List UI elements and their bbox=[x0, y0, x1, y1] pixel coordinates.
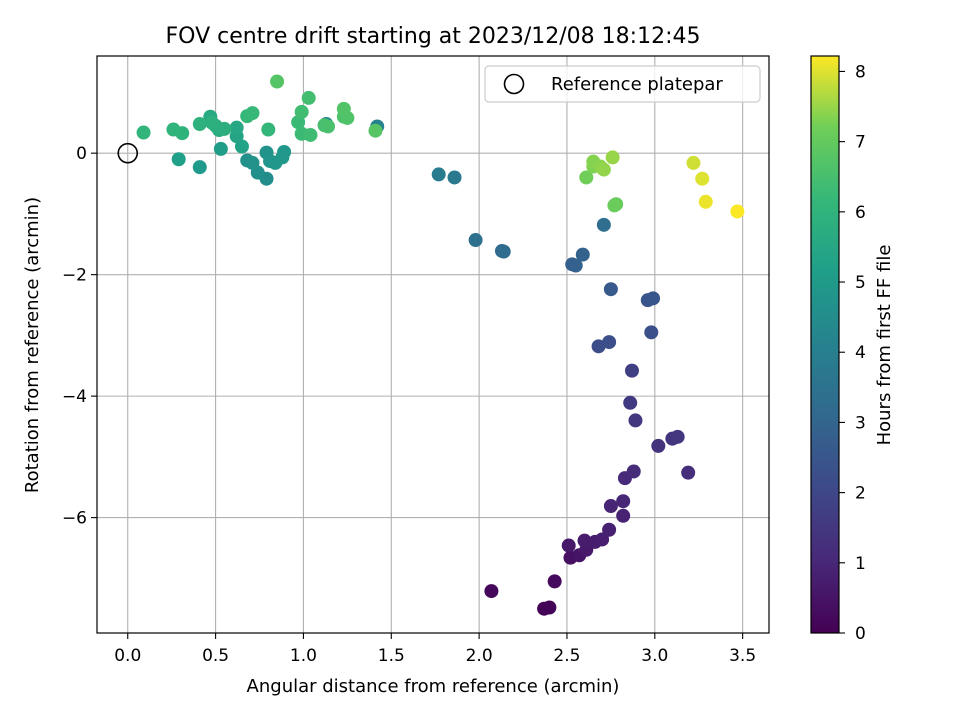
data-point bbox=[605, 150, 620, 165]
data-point bbox=[166, 122, 181, 137]
data-point bbox=[670, 429, 685, 444]
x-tick-label: 0.5 bbox=[202, 646, 229, 666]
colorbar-tick-label: 4 bbox=[855, 343, 866, 363]
legend: Reference platepar bbox=[484, 65, 761, 103]
x-tick-label: 1.5 bbox=[378, 646, 405, 666]
colorbar-tick-label: 0 bbox=[855, 624, 866, 644]
data-point bbox=[624, 363, 639, 378]
data-point bbox=[245, 155, 260, 170]
data-point bbox=[596, 162, 611, 177]
data-point bbox=[192, 117, 207, 132]
data-point bbox=[294, 104, 309, 119]
colorbar-tick-label: 2 bbox=[855, 484, 866, 504]
data-point bbox=[336, 101, 351, 116]
data-point bbox=[698, 194, 713, 209]
reference-marker bbox=[117, 142, 139, 164]
x-axis-label: Angular distance from reference (arcmin) bbox=[247, 676, 620, 697]
data-point bbox=[616, 508, 631, 523]
data-point bbox=[229, 120, 244, 135]
data-point bbox=[171, 152, 186, 167]
data-point bbox=[192, 160, 207, 175]
colorbar-ticks: 0 1 2 3 4 5 6 7 8 bbox=[839, 62, 866, 644]
x-axis-ticks: 0.0 0.5 1.0 1.5 2.0 2.5 3.0 3.5 bbox=[114, 633, 756, 666]
data-point bbox=[496, 244, 511, 259]
data-point bbox=[646, 291, 661, 306]
data-point bbox=[730, 204, 745, 219]
data-point bbox=[591, 339, 606, 354]
data-point bbox=[245, 106, 260, 121]
data-point bbox=[686, 155, 701, 170]
data-point bbox=[234, 139, 249, 154]
data-point bbox=[136, 125, 151, 140]
colorbar-tick-label: 1 bbox=[855, 554, 866, 574]
data-point bbox=[568, 258, 583, 273]
data-point bbox=[602, 335, 617, 350]
data-point bbox=[595, 532, 610, 547]
data-point bbox=[577, 533, 592, 548]
x-tick-label: 3.0 bbox=[641, 646, 668, 666]
colorbar-gradient bbox=[810, 55, 840, 634]
data-point bbox=[607, 198, 622, 213]
data-point bbox=[602, 522, 617, 537]
y-tick-label: −4 bbox=[62, 387, 87, 407]
data-point bbox=[616, 494, 631, 509]
data-point bbox=[213, 141, 228, 156]
data-point bbox=[695, 171, 710, 186]
data-point bbox=[205, 115, 220, 130]
data-point bbox=[484, 584, 499, 599]
data-points bbox=[136, 74, 745, 616]
data-point bbox=[261, 122, 276, 137]
data-point bbox=[217, 121, 232, 136]
data-point bbox=[270, 74, 285, 89]
data-point bbox=[644, 325, 659, 340]
data-point bbox=[447, 170, 462, 185]
colorbar-tick-label: 6 bbox=[855, 203, 866, 223]
legend-entry-reference: Reference platepar bbox=[551, 74, 723, 95]
data-point bbox=[651, 438, 666, 453]
x-tick-label: 1.0 bbox=[290, 646, 317, 666]
colorbar: 0 1 2 3 4 5 6 7 8 Hours from first FF file bbox=[810, 55, 895, 644]
data-point bbox=[626, 464, 641, 479]
data-point bbox=[628, 413, 643, 428]
x-tick-label: 2.0 bbox=[466, 646, 493, 666]
y-tick-label: −2 bbox=[62, 266, 87, 286]
data-point bbox=[321, 119, 336, 134]
y-axis-label: Rotation from reference (arcmin) bbox=[22, 197, 43, 493]
y-tick-label: −6 bbox=[62, 509, 87, 529]
x-tick-label: 2.5 bbox=[553, 646, 580, 666]
colorbar-tick-label: 7 bbox=[855, 133, 866, 153]
colorbar-tick-label: 8 bbox=[855, 62, 866, 82]
colorbar-label: Hours from first FF file bbox=[874, 245, 895, 446]
data-point bbox=[277, 144, 292, 159]
data-point bbox=[603, 499, 618, 514]
data-point bbox=[431, 167, 446, 182]
colorbar-tick-label: 3 bbox=[855, 413, 866, 433]
legend-marker bbox=[503, 73, 525, 95]
legend-box bbox=[484, 65, 761, 103]
data-point bbox=[542, 600, 557, 615]
plot-frame bbox=[96, 55, 770, 634]
data-point bbox=[681, 465, 696, 480]
data-point bbox=[303, 127, 318, 142]
data-point bbox=[623, 395, 638, 410]
data-point bbox=[547, 574, 562, 589]
x-tick-label: 0.0 bbox=[114, 646, 141, 666]
data-point bbox=[368, 123, 383, 138]
y-axis-ticks: 0 −2 −4 −6 bbox=[62, 144, 97, 529]
grid-lines bbox=[97, 56, 769, 633]
data-point bbox=[575, 247, 590, 262]
data-point bbox=[579, 170, 594, 185]
y-tick-label: 0 bbox=[76, 144, 87, 164]
data-point bbox=[603, 282, 618, 297]
data-point bbox=[561, 538, 576, 553]
x-tick-label: 3.5 bbox=[729, 646, 756, 666]
data-point bbox=[468, 233, 483, 248]
colorbar-tick-label: 5 bbox=[855, 273, 866, 293]
data-point bbox=[596, 217, 611, 232]
chart-title: FOV centre drift starting at 2023/12/08 … bbox=[166, 24, 701, 49]
data-point bbox=[301, 90, 316, 105]
